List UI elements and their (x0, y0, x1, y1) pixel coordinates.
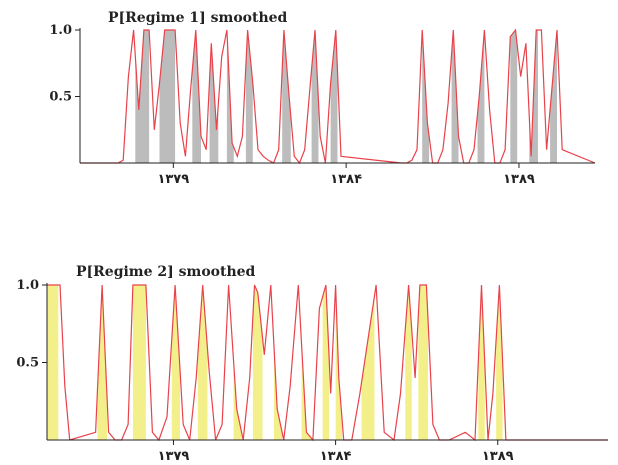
y-tick-label: 0.5 (16, 356, 39, 371)
regime-shaded-band (209, 45, 219, 163)
regime-shaded-band (322, 285, 330, 440)
regime-shaded-band (226, 30, 234, 163)
y-tick-label: 1.0 (16, 278, 39, 293)
x-tick-label: ۱۳۸۴ (320, 449, 352, 464)
regime-shaded-band (192, 34, 201, 163)
regime-shaded-band (252, 286, 263, 440)
y-tick-label: 1.0 (49, 23, 72, 38)
regime-shaded-band (405, 285, 412, 440)
regime-2-title: P[Regime 2] smoothed (76, 264, 256, 280)
regime-shaded-band (330, 32, 338, 163)
regime-2-chart: P[Regime 2] smoothed 1.0 0.5 ۱۳۷۹ ۱۳۸۴ ۱۳۸۹ (16, 264, 608, 464)
regime-shaded-band (301, 343, 312, 440)
regime-shaded-band (361, 295, 375, 440)
regime-1-probability-line (80, 28, 596, 165)
regime-shaded-band (135, 30, 150, 163)
regime-shaded-band (159, 30, 176, 163)
regime-1-title: P[Regime 1] smoothed (108, 10, 288, 26)
regime-shaded-band (478, 285, 485, 440)
x-tick-label: ۱۳۸۹ (482, 449, 514, 464)
regime-shaded-band (171, 289, 180, 440)
regime-shaded-band (233, 359, 242, 440)
x-tick-label: ۱۳۸۴ (330, 172, 362, 187)
x-tick-label: ۱۳۷۹ (158, 449, 190, 464)
regime-shaded-band (197, 285, 208, 440)
regime-shaded-band (550, 30, 557, 163)
regime-shaded-band (132, 285, 146, 440)
regime-1-shaded-areas (135, 30, 557, 163)
y-tick-label: 0.5 (49, 90, 72, 105)
regime-shaded-band (496, 285, 503, 440)
regime-1-chart: P[Regime 1] smoothed 1.0 0.5 ۱۳۷۹ ۱۳۸۴ ۱۳۸۹ (49, 10, 596, 187)
x-tick-label: ۱۳۸۹ (503, 172, 535, 187)
regime-shaded-band (245, 32, 253, 163)
regime-shaded-band (510, 30, 518, 163)
regime-shaded-band (274, 347, 283, 440)
regime-shaded-band (418, 285, 428, 440)
regime-shaded-band (477, 30, 485, 163)
regime-shaded-band (97, 285, 107, 440)
regime-shaded-band (311, 30, 319, 163)
regime-shaded-band (451, 33, 459, 163)
x-tick-label: ۱۳۷۹ (157, 172, 189, 187)
regime-shaded-band (282, 31, 291, 163)
regime-shaded-band (47, 285, 59, 440)
